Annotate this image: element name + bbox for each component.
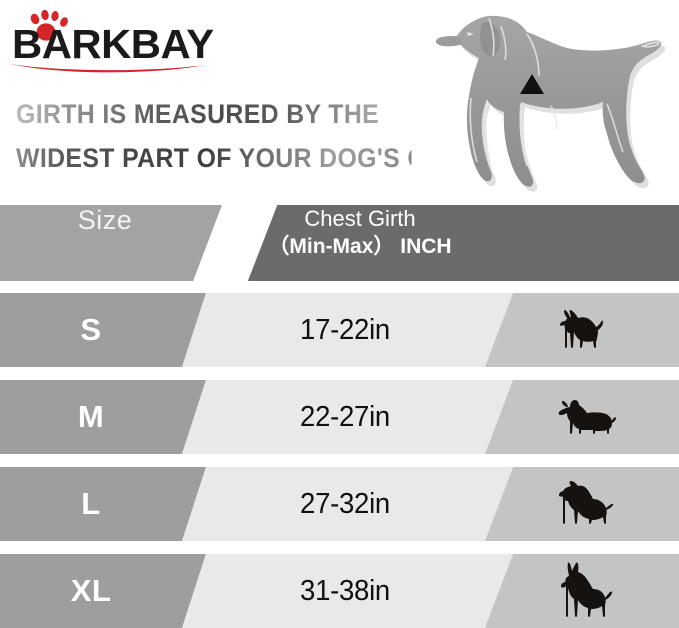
brand-logo: BARKBAY [8,8,238,73]
size-chart-table: Size Chest Girth （Min-Max） INCH S 17-22i… [0,205,679,628]
table-row: XL 31-38in [0,554,679,628]
cell-dog-icon [485,467,679,541]
size-label: S [80,312,102,347]
girth-value: 31-38in [300,574,390,607]
cell-dog-icon [485,380,679,454]
cell-dog-icon [485,554,679,628]
table-row: S 17-22in [0,293,679,367]
size-label: XL [70,573,112,608]
size-label: L [81,486,101,521]
header-girth-line-1: Chest Girth [304,206,416,231]
headline-line-1: GIRTH IS MEASURED BY THE [16,92,412,136]
cell-girth: 17-22in [181,293,520,367]
header-cell-size [0,205,222,281]
cell-girth: 22-27in [181,380,520,454]
dachshund-silhouette-icon [558,400,616,434]
cell-size: M [0,380,206,454]
table-row: L 27-32in [0,467,679,541]
header-girth-line-2: （Min-Max） INCH [268,235,452,258]
cell-girth: 27-32in [181,467,520,541]
headline-line-2: WIDEST PART OF YOUR DOG'S CHEST. [16,136,497,180]
chest-girth-triangle-marker [520,74,544,94]
headline: GIRTH IS MEASURED BY THE WIDEST PART OF … [16,92,497,180]
chihuahua-silhouette-icon [560,309,603,348]
dog-side-profile-illustration [435,15,666,192]
table-header-row: Size Chest Girth （Min-Max） INCH [0,205,679,281]
brand-name: BARKBAY [12,21,214,67]
cell-size: XL [0,554,206,628]
girth-value: 17-22in [300,313,390,346]
cell-size: L [0,467,206,541]
table-row: M 22-27in [0,380,679,454]
mastiff-silhouette-icon [559,481,614,524]
size-label: M [77,399,105,434]
great-dane-silhouette-icon [561,562,613,617]
header-label-chest-girth: Chest Girth （Min-Max） INCH [110,205,610,261]
paw-print-icon [30,10,68,41]
cell-size: S [0,293,206,367]
cell-dog-icon [485,293,679,367]
cell-girth: 31-38in [181,554,520,628]
red-swoosh-underline [10,64,206,73]
girth-value: 22-27in [300,400,390,433]
girth-value: 27-32in [300,487,390,520]
header-label-size: Size [77,205,133,235]
header-cell-chest-girth [247,205,679,281]
